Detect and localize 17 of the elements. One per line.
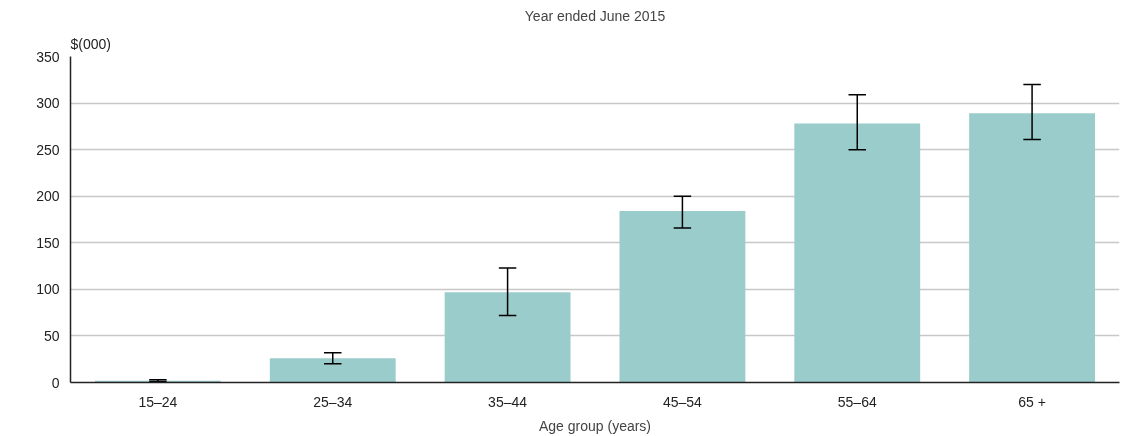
- y-tick-label: 350: [36, 48, 60, 65]
- x-tick-label: 15–24: [138, 393, 178, 410]
- y-tick-label: 150: [36, 234, 60, 251]
- y-tick-label: 200: [36, 188, 60, 205]
- y-tick-label: 300: [36, 95, 60, 112]
- y-tick-label: 250: [36, 141, 60, 158]
- x-tick-label: 65 +: [1018, 393, 1046, 410]
- x-tick-label: 25–34: [313, 393, 353, 410]
- y-axis-title: $(000): [70, 35, 111, 52]
- y-tick-label: 100: [36, 281, 60, 298]
- x-tick-label: 45–54: [662, 393, 703, 410]
- chart-title: Year ended June 2015: [524, 7, 666, 24]
- y-tick-label: 0: [51, 374, 60, 391]
- x-tick-label: 55–64: [837, 393, 877, 410]
- y-tick-label: 50: [43, 327, 60, 344]
- x-tick-label: 35–44: [488, 393, 528, 410]
- x-axis-title: Age group (years): [538, 417, 652, 434]
